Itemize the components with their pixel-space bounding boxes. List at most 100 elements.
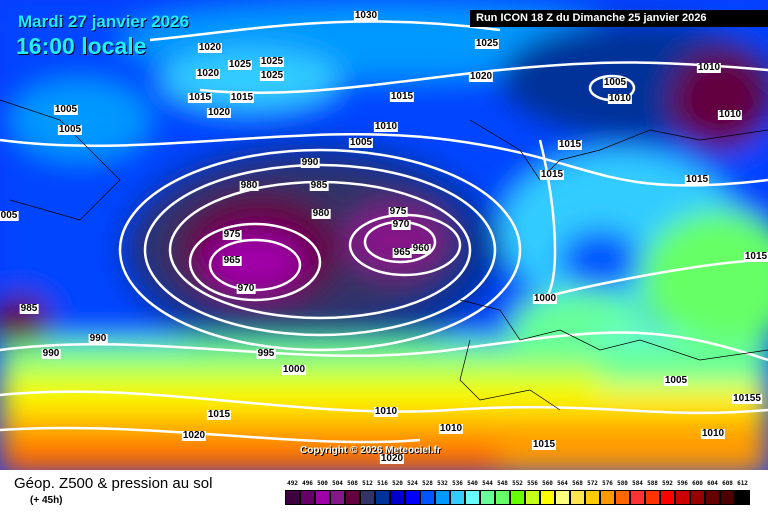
- legend-swatch: 584: [630, 480, 645, 505]
- legend-swatch: 504: [330, 480, 345, 505]
- isobar-label: 1020: [195, 68, 221, 79]
- legend-color: [645, 490, 660, 505]
- legend-value: 560: [542, 480, 553, 487]
- isobar-label: 1005: [663, 375, 689, 386]
- legend-swatch: 492: [285, 480, 300, 505]
- legend-color: [405, 490, 420, 505]
- legend-color: [450, 490, 465, 505]
- legend-value: 556: [527, 480, 538, 487]
- legend-swatch: 564: [555, 480, 570, 505]
- isobar-label: 1015: [531, 439, 557, 450]
- legend-value: 512: [362, 480, 373, 487]
- isobar-label: 1010: [373, 406, 399, 417]
- legend-swatch: 528: [420, 480, 435, 505]
- legend-color: [420, 490, 435, 505]
- legend-swatch: 516: [375, 480, 390, 505]
- legend-value: 600: [692, 480, 703, 487]
- legend-value: 588: [647, 480, 658, 487]
- legend-color: [720, 490, 735, 505]
- legend-value: 596: [677, 480, 688, 487]
- lead-time: (+ 45h): [30, 495, 63, 506]
- isobar-label: 1015: [684, 174, 710, 185]
- legend-value: 608: [722, 480, 733, 487]
- isobar-label: 1020: [206, 107, 232, 118]
- isobar-label: 980: [311, 208, 331, 219]
- legend-swatch: 568: [570, 480, 585, 505]
- legend-color: [690, 490, 705, 505]
- legend-value: 584: [632, 480, 643, 487]
- legend-swatch: 520: [390, 480, 405, 505]
- isobar-label: 1025: [259, 56, 285, 67]
- legend-value: 536: [452, 480, 463, 487]
- legend-swatch: 508: [345, 480, 360, 505]
- legend-swatch: 580: [615, 480, 630, 505]
- legend-swatch: 596: [675, 480, 690, 505]
- isobar-label: 10155: [732, 393, 762, 404]
- model-run-info: Run ICON 18 Z du Dimanche 25 janvier 202…: [470, 10, 768, 27]
- legend-color: [345, 490, 360, 505]
- isobar-label: 005: [0, 210, 19, 221]
- legend-color: [585, 490, 600, 505]
- isobar-label: 960: [411, 243, 431, 254]
- legend-color: [495, 490, 510, 505]
- isobar-label: 1015: [539, 169, 565, 180]
- forecast-date: Mardi 27 janvier 2026: [18, 12, 190, 31]
- footer-bar: Géop. Z500 & pression au sol (+ 45h) 492…: [0, 470, 768, 512]
- isobar-label: 1015: [743, 251, 768, 262]
- legend-color: [600, 490, 615, 505]
- legend-color: [675, 490, 690, 505]
- legend-swatch: 512: [360, 480, 375, 505]
- isobar-label: 1010: [717, 109, 743, 120]
- isobar-label: 980: [239, 180, 259, 191]
- isobar-label: 1025: [227, 59, 253, 70]
- legend-color: [615, 490, 630, 505]
- isobar-label: 1000: [532, 293, 558, 304]
- legend-value: 572: [587, 480, 598, 487]
- legend-color: [375, 490, 390, 505]
- isobar-label: 1005: [53, 104, 79, 115]
- legend-color: [315, 490, 330, 505]
- legend-color: [735, 490, 750, 505]
- isobar-label: 965: [392, 247, 412, 258]
- legend-swatch: 500: [315, 480, 330, 505]
- legend-value: 552: [512, 480, 523, 487]
- isobar-label: 1005: [57, 124, 83, 135]
- isobar-label: 1030: [353, 10, 379, 21]
- legend-color: [390, 490, 405, 505]
- isobar-label: 1000: [281, 364, 307, 375]
- legend-swatch: 604: [705, 480, 720, 505]
- legend-value: 524: [407, 480, 418, 487]
- legend-swatch: 544: [480, 480, 495, 505]
- legend-swatch: 496: [300, 480, 315, 505]
- isobar-label: 1010: [696, 62, 722, 73]
- legend-value: 544: [482, 480, 493, 487]
- legend-swatch: 600: [690, 480, 705, 505]
- isobar-label: 1015: [557, 139, 583, 150]
- isobar-label: 970: [236, 283, 256, 294]
- legend-swatch: 536: [450, 480, 465, 505]
- legend-color: [465, 490, 480, 505]
- isobar-label: 1020: [197, 42, 223, 53]
- legend-value: 592: [662, 480, 673, 487]
- legend-color: [510, 490, 525, 505]
- legend-value: 604: [707, 480, 718, 487]
- isobar-label: 990: [41, 348, 61, 359]
- legend-value: 568: [572, 480, 583, 487]
- legend-value: 564: [557, 480, 568, 487]
- legend-value: 540: [467, 480, 478, 487]
- legend-swatch: 552: [510, 480, 525, 505]
- legend-swatch: 532: [435, 480, 450, 505]
- isobar-label: 1010: [700, 428, 726, 439]
- isobar-label: 1010: [438, 423, 464, 434]
- color-scale-legend: 492 496 500 504 508 512 516 520 524 528 532 536 540 5…: [285, 480, 750, 505]
- geopotential-field: [0, 0, 768, 470]
- coastlines: [0, 99, 768, 411]
- legend-swatch: 540: [465, 480, 480, 505]
- legend-swatch: 548: [495, 480, 510, 505]
- legend-color: [555, 490, 570, 505]
- legend-swatch: 576: [600, 480, 615, 505]
- copyright: Copyright © 2026 Meteociel.fr: [300, 445, 441, 456]
- isobar-label: 1020: [379, 453, 405, 464]
- isobar-label: 985: [309, 180, 329, 191]
- legend-color: [540, 490, 555, 505]
